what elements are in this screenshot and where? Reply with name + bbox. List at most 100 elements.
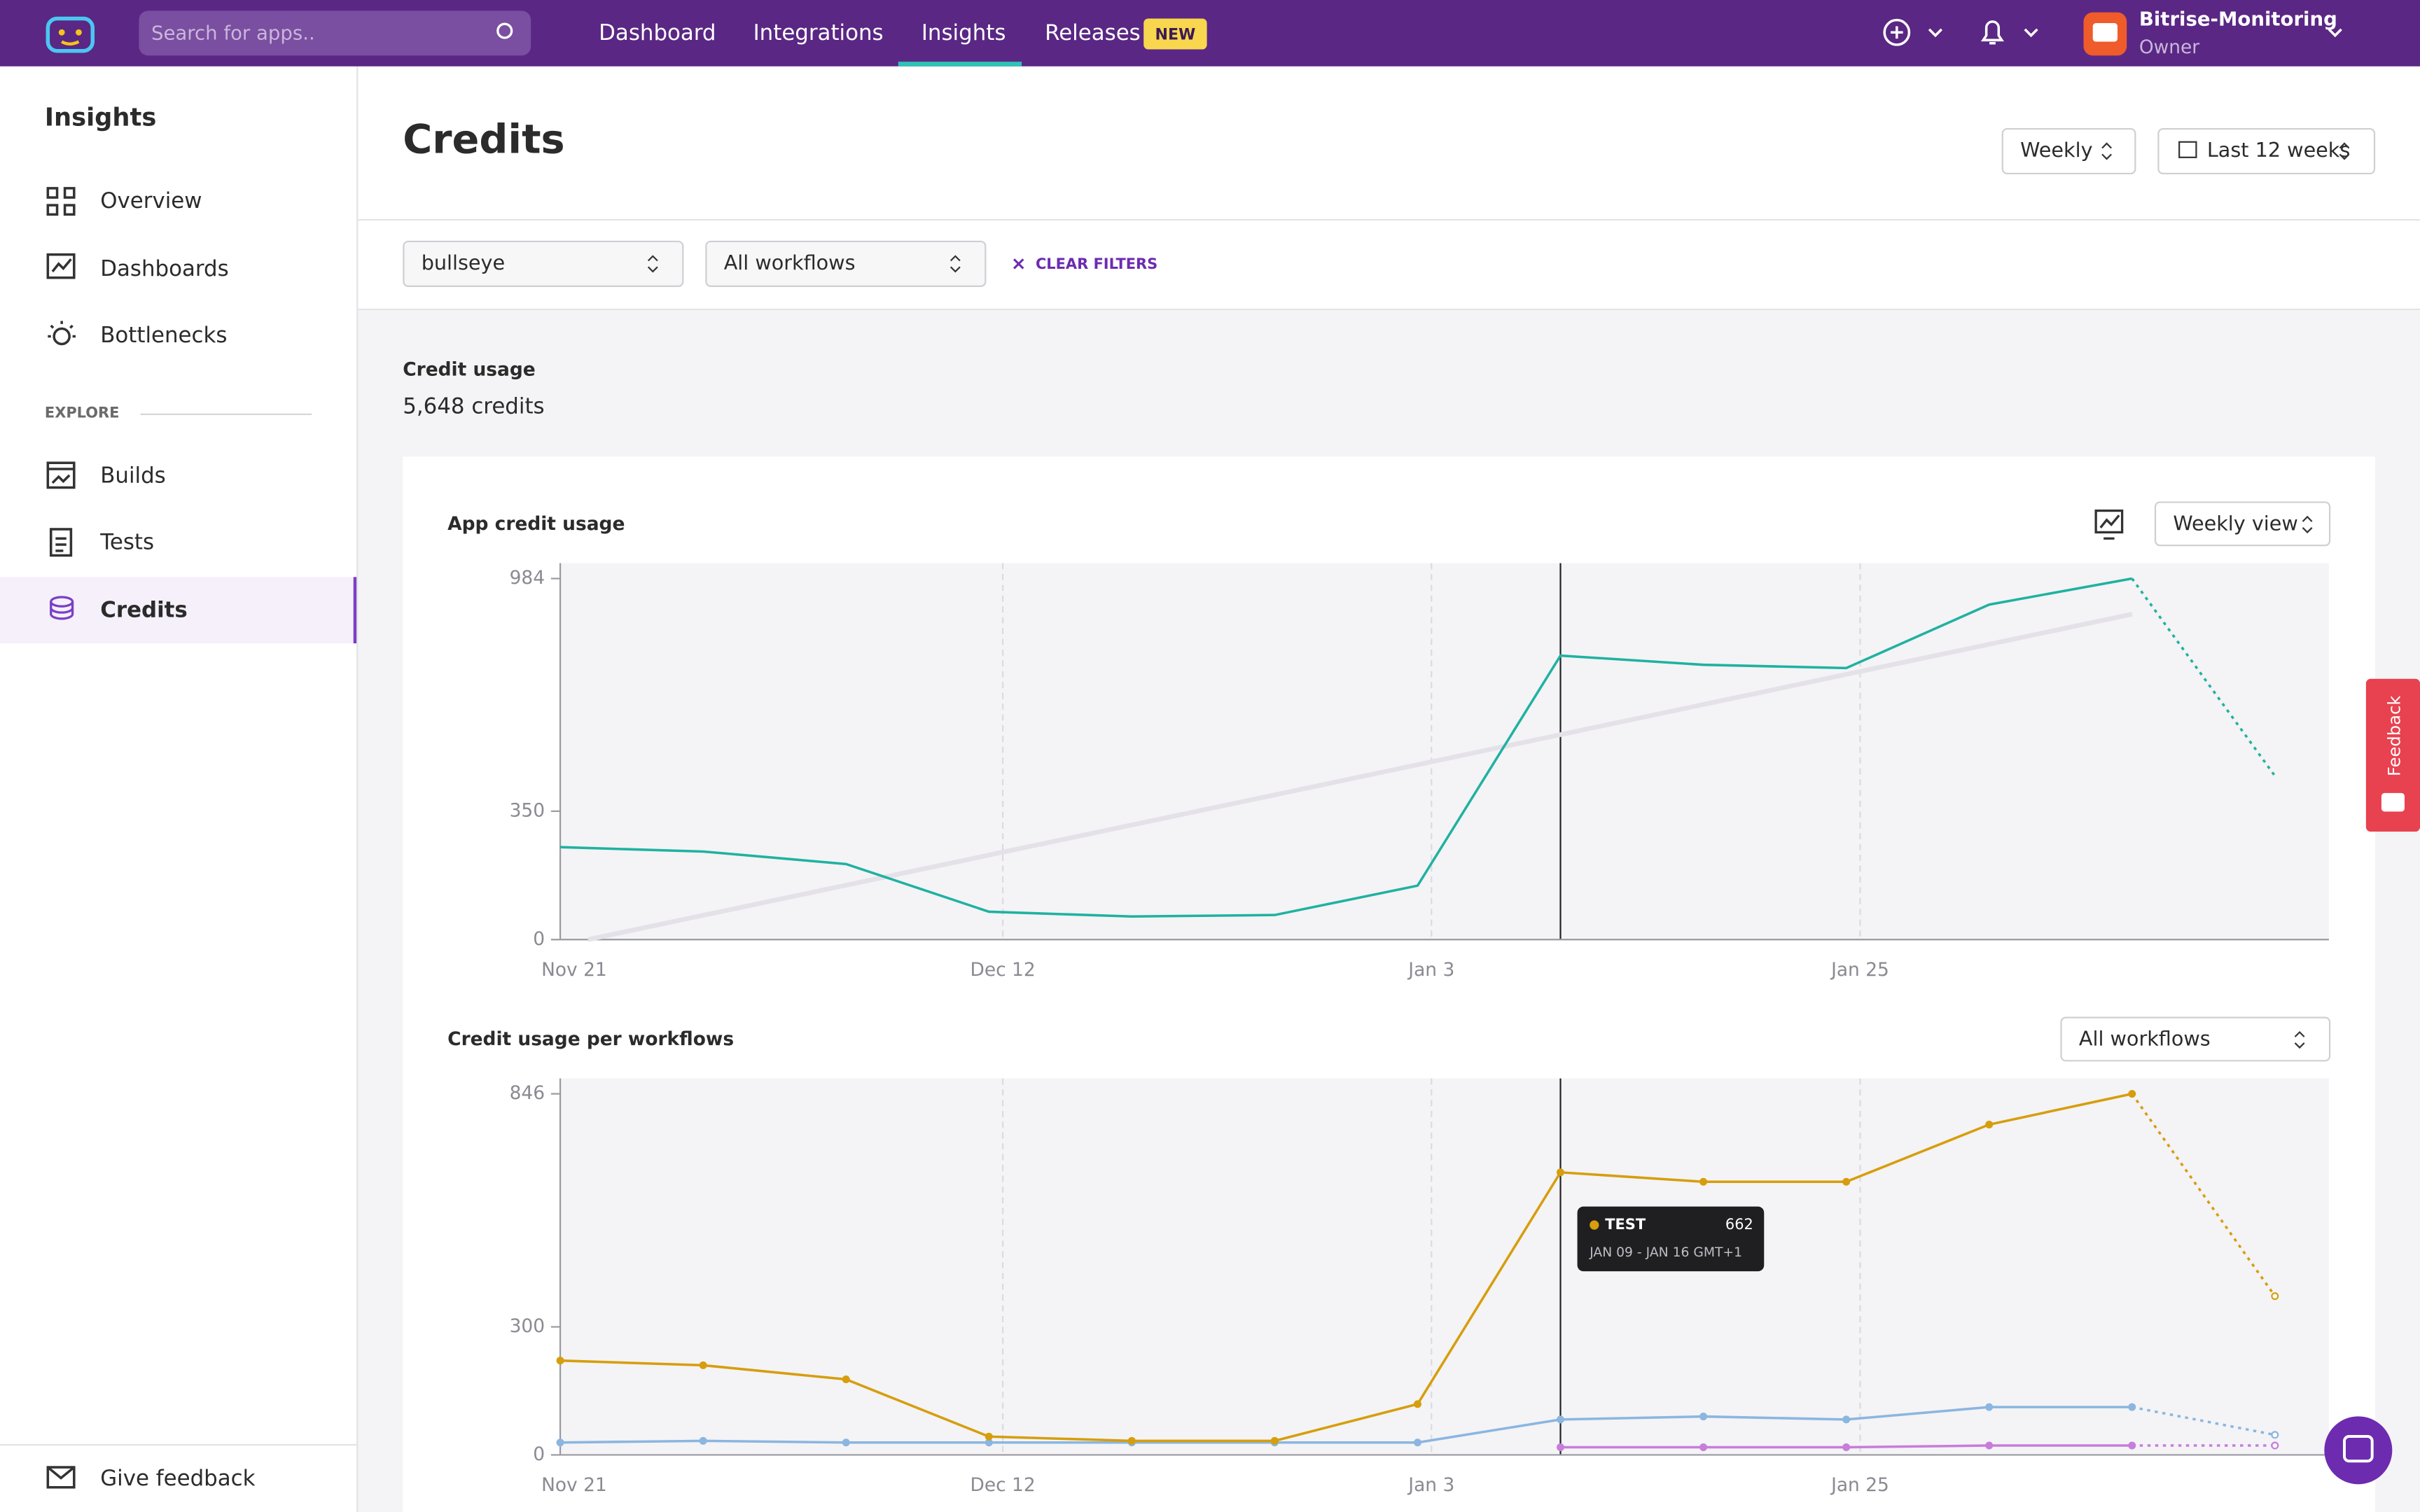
sidebar-item[interactable]: Tests	[99, 529, 154, 554]
give-feedback[interactable]: Give feedback	[100, 1466, 255, 1491]
sidebar-icons	[46, 187, 76, 557]
workflow-select-value: All workflows	[2079, 1027, 2211, 1051]
tooltip-bg	[1577, 1206, 1765, 1272]
view-select-value: Weekly view	[2173, 511, 2297, 535]
app-filter[interactable]	[403, 240, 684, 287]
x-tick-label: Jan 25	[1830, 959, 1889, 981]
x-tick-label: Dec 12	[971, 1474, 1036, 1496]
y-tick-label: 846	[510, 1082, 545, 1104]
workflow-filter[interactable]	[705, 240, 987, 287]
y-tick-label: 0	[533, 928, 545, 950]
point	[1413, 1438, 1421, 1447]
x-tick-label: Jan 3	[1407, 1474, 1454, 1496]
series-line	[560, 577, 2133, 918]
active-underline	[898, 62, 1022, 66]
sidebar-item[interactable]: Overview	[100, 188, 202, 214]
tooltip-series: TEST	[1605, 1216, 1646, 1233]
trend-line	[587, 612, 2133, 942]
point	[1985, 1403, 1994, 1411]
series-line	[2131, 578, 2276, 777]
feedback-tab-icon	[2381, 792, 2405, 812]
account-caret[interactable]	[2328, 28, 2342, 38]
y-tick-label: 0	[533, 1443, 545, 1465]
sidebar-item[interactable]: Credits	[100, 597, 188, 622]
y-tick-label: 350	[510, 799, 545, 821]
chat-button[interactable]	[2324, 1416, 2393, 1485]
sidebar-section: EXPLORE	[45, 405, 120, 421]
nav-link[interactable]: Insights	[922, 20, 1006, 46]
notifications[interactable]	[1980, 20, 2038, 45]
point	[842, 1438, 850, 1447]
point	[1556, 1168, 1565, 1177]
sidebar-title: Insights	[45, 104, 156, 132]
series-line	[2132, 1406, 2276, 1436]
add-menu[interactable]	[1883, 18, 1942, 46]
chat-icon	[2343, 1435, 2374, 1463]
series-line	[2131, 1093, 2276, 1297]
tooltip-value: 662	[1725, 1216, 1753, 1233]
tooltip: TEST 662 JAN 09 - JAN 16 GMT+1	[1577, 1206, 1765, 1272]
select-caret	[2302, 515, 2313, 533]
select-caret	[950, 255, 961, 273]
point	[2271, 1441, 2279, 1450]
point	[1556, 1415, 1565, 1424]
point	[699, 1361, 707, 1369]
point	[1127, 1436, 1136, 1445]
active-item-bg	[0, 577, 357, 644]
series-line	[560, 1406, 2132, 1444]
point	[556, 1357, 564, 1365]
clear-icon	[1013, 258, 1024, 270]
point	[556, 1438, 564, 1447]
account-role: Owner	[2139, 36, 2199, 58]
nav-link[interactable]: Integrations	[753, 20, 884, 46]
sidebar-item[interactable]: Bottlenecks	[100, 323, 227, 348]
point	[1842, 1443, 1851, 1451]
sidebar-item[interactable]: Builds	[100, 463, 166, 489]
point	[1699, 1413, 1708, 1421]
x-tick-label: Dec 12	[971, 959, 1036, 981]
view-select[interactable]	[2154, 501, 2331, 547]
feedback-tab[interactable]	[2365, 678, 2420, 832]
search-box[interactable]	[139, 10, 531, 56]
point	[1985, 1441, 1994, 1450]
plot-area	[560, 1078, 2329, 1455]
chart-title: Credit usage per workflows	[447, 1028, 734, 1050]
chart-type-toggle[interactable]	[2094, 509, 2124, 540]
range-select[interactable]	[2157, 127, 2376, 175]
x-tick-label: Jan 3	[1407, 959, 1454, 981]
period-select[interactable]	[2001, 127, 2136, 175]
calendar-icon	[2178, 141, 2197, 158]
point	[2128, 1403, 2136, 1411]
period-value: Weekly	[2020, 138, 2092, 162]
chart-title: App credit usage	[447, 513, 625, 535]
account-name[interactable]: Bitrise-Monitoring	[2139, 8, 2337, 31]
select-caret	[2101, 142, 2112, 160]
point	[1699, 1443, 1708, 1451]
point	[1556, 1443, 1565, 1451]
tooltip-range: JAN 09 - JAN 16 GMT+1	[1589, 1245, 1742, 1260]
summary-value: 5,648 credits	[403, 393, 544, 419]
avatar-icon	[2092, 23, 2118, 42]
point	[2271, 1292, 2279, 1301]
x-tick-label: Nov 21	[541, 1474, 607, 1496]
point	[2271, 1431, 2279, 1439]
point	[2128, 1090, 2136, 1098]
x-tick-label: Nov 21	[541, 959, 607, 981]
feedback-icon	[46, 1466, 76, 1489]
search-placeholder: Search for apps..	[151, 22, 315, 44]
point	[985, 1432, 993, 1441]
workflow-select[interactable]	[2060, 1016, 2331, 1062]
app-filter-value: bullseye	[422, 251, 505, 274]
badge	[1143, 18, 1207, 50]
nav-link[interactable]: Dashboard	[599, 20, 716, 46]
sidebar-item[interactable]: Dashboards	[100, 256, 228, 281]
point	[842, 1376, 850, 1384]
select-caret	[647, 255, 658, 273]
logo[interactable]	[46, 16, 95, 53]
nav-link[interactable]: Releases	[1045, 20, 1141, 46]
y-tick-label: 300	[510, 1315, 545, 1337]
clear-filters[interactable]: CLEAR FILTERS	[1036, 255, 1157, 272]
active-item-border	[353, 577, 357, 644]
plots: Nov 21 Dec 12 Jan 3 Jan 25 0 350 984 Nov 21 Dec …	[510, 563, 2329, 1496]
